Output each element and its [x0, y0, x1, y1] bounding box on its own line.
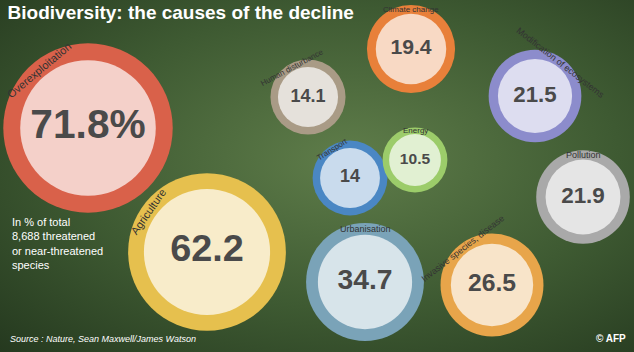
svg-text:26.5: 26.5 [468, 269, 516, 296]
svg-text:Energy: Energy [403, 126, 428, 135]
svg-text:Source : Nature, Sean Maxwell/: Source : Nature, Sean Maxwell/James Wats… [10, 334, 196, 344]
svg-text:Human disturbance: Human disturbance [259, 47, 325, 88]
svg-text:21.9: 21.9 [561, 183, 605, 208]
svg-text:14.1: 14.1 [290, 86, 325, 106]
svg-text:71.8%: 71.8% [30, 101, 145, 147]
svg-text:34.7: 34.7 [337, 263, 392, 295]
svg-text:10.5: 10.5 [400, 150, 431, 167]
svg-text:21.5: 21.5 [513, 82, 556, 107]
svg-text:Pollution: Pollution [566, 150, 601, 160]
svg-text:Transport: Transport [315, 136, 349, 162]
svg-text:© AFP: © AFP [596, 333, 626, 344]
svg-text:Agriculture: Agriculture [128, 187, 168, 237]
svg-text:Biodiversity: the causes of th: Biodiversity: the causes of the decline [8, 2, 354, 23]
svg-text:19.4: 19.4 [390, 35, 431, 58]
svg-text:Climate change: Climate change [383, 5, 439, 14]
svg-text:Invasive species, disease: Invasive species, disease [420, 213, 507, 284]
svg-text:Urbanisation: Urbanisation [340, 224, 391, 234]
svg-text:62.2: 62.2 [170, 227, 244, 269]
svg-text:Overexploitation: Overexploitation [5, 40, 74, 100]
svg-text:14: 14 [340, 166, 360, 186]
svg-text:In % of total8,688 threatenedo: In % of total8,688 threatenedor near-thr… [12, 216, 103, 271]
svg-text:Modification of ecosystems: Modification of ecosystems [515, 25, 607, 100]
